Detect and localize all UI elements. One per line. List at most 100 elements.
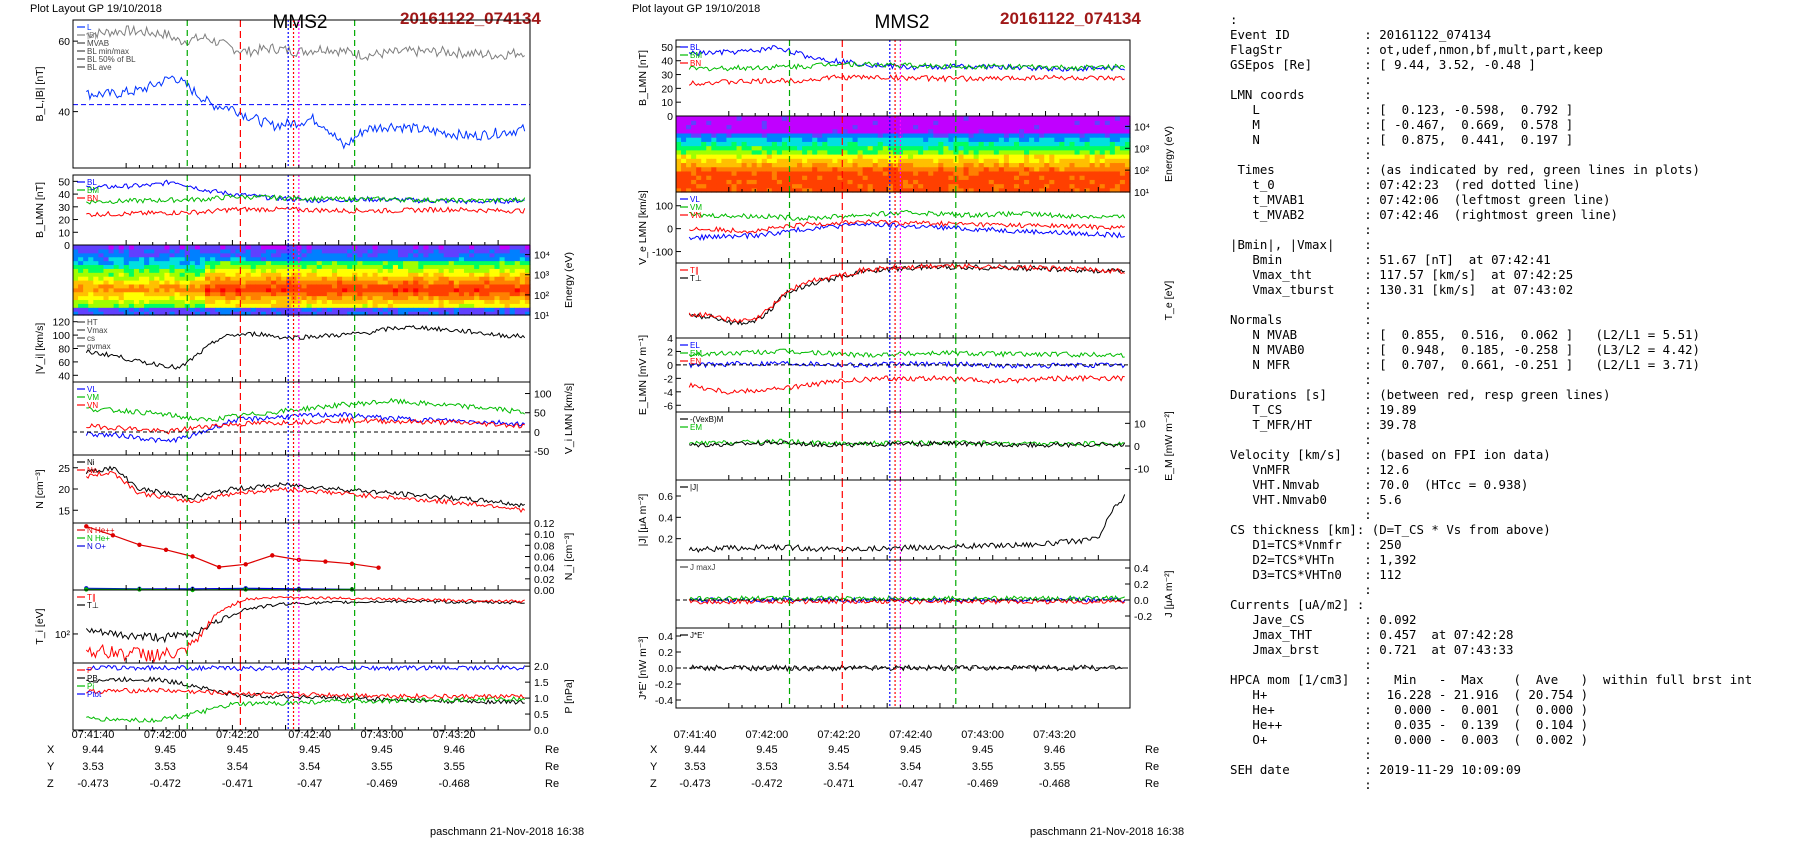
spectrogram-cell — [802, 141, 808, 147]
spectrogram-cell — [1119, 154, 1126, 159]
pos-unit: Re — [545, 761, 559, 773]
spectrogram-cell — [1008, 149, 1015, 155]
spectrogram-cell — [1104, 120, 1111, 126]
spectrogram-cell — [225, 291, 232, 297]
spectrogram-cell — [1104, 149, 1111, 155]
spectrogram-cell — [958, 141, 965, 147]
spectrogram-cell — [1079, 124, 1086, 130]
spectrogram-cell — [418, 256, 424, 262]
series-line — [85, 470, 526, 514]
spectrogram-cell — [812, 132, 818, 138]
spectrogram-cell — [862, 124, 869, 130]
spectrogram-cell — [948, 145, 955, 151]
spectrogram-cell — [1069, 137, 1076, 142]
spectrogram-cell — [741, 128, 748, 134]
spectrogram-cell — [716, 187, 722, 193]
spectrogram-cell — [903, 179, 909, 185]
spectrogram-cell — [1034, 120, 1040, 126]
spectrogram-cell — [453, 272, 460, 277]
spectrogram-cell — [413, 299, 419, 304]
spectrogram-cell — [938, 166, 944, 172]
y-tick-label: 10³ — [1134, 143, 1150, 155]
spectrogram-cell — [731, 149, 738, 155]
spectrogram-cell — [908, 154, 914, 159]
spectrogram-cell — [827, 137, 833, 142]
spectrogram-cell — [331, 291, 338, 297]
spectrogram-cell — [438, 272, 445, 277]
spectrogram-cell — [377, 268, 384, 273]
spectrogram-cell — [494, 252, 501, 258]
spectrogram-cell — [1024, 137, 1030, 142]
info-line: Bmin : 51.67 [nT] at 07:42:41 — [1230, 252, 1551, 267]
spectrogram-cell — [159, 291, 165, 297]
spectrogram-cell — [428, 272, 435, 277]
y-tick-label: 10¹ — [534, 310, 550, 322]
spectrogram-cell — [255, 252, 262, 258]
spectrogram-cell — [892, 162, 899, 168]
spectrogram-cell — [499, 299, 506, 304]
info-line: Event ID : 20161122_074134 — [1230, 27, 1492, 42]
y-axis-label: T_i [eV] — [34, 608, 46, 644]
spectrogram-cell — [321, 307, 328, 312]
spectrogram-cell — [998, 132, 1005, 138]
spectrogram-cell — [98, 311, 105, 316]
spectrogram-cell — [938, 145, 944, 151]
spectrogram-cell — [1059, 128, 1066, 134]
spectrogram-cell — [842, 179, 849, 185]
spectrogram-cell — [923, 170, 929, 176]
spectrogram-cell — [887, 116, 894, 121]
spectrogram-cell — [792, 128, 798, 134]
series-line — [688, 348, 1125, 359]
info-line: He++ : 0.035 - 0.139 ( 0.104 ) — [1230, 717, 1589, 732]
pos-value: 9.45 — [371, 744, 392, 756]
panel-frame — [72, 19, 531, 169]
spectrogram-cell — [771, 175, 778, 180]
spectrogram-cell — [691, 137, 697, 142]
spectrogram-cell — [321, 248, 328, 254]
spectrogram-cell — [484, 283, 490, 289]
spectrogram-cell — [711, 158, 717, 164]
spectrogram-cell — [265, 307, 272, 312]
spectrogram-cell — [357, 245, 364, 250]
spectrogram-cell — [933, 183, 939, 189]
spectrogram-cell — [169, 291, 176, 297]
spectrogram-cell — [1064, 137, 1071, 142]
spectrogram-cell — [123, 303, 130, 308]
spectrogram-cell — [1099, 166, 1106, 172]
legend-label: |J| — [690, 483, 698, 492]
spectrogram-cell — [265, 287, 272, 293]
spectrogram-cell — [1109, 179, 1116, 185]
y-tick-label: 50 — [661, 42, 673, 54]
spectrogram-cell — [113, 264, 120, 269]
spectrogram-cell — [1099, 170, 1106, 176]
spectrogram-cell — [983, 120, 990, 126]
spectrogram-cell — [872, 162, 879, 168]
y-tick-label: 60 — [58, 357, 70, 369]
spectrogram-cell — [78, 311, 84, 316]
spectrogram-cell — [842, 149, 849, 155]
spectrogram-cell — [225, 256, 232, 262]
spectrogram-cell — [953, 149, 960, 155]
spectrogram-cell — [265, 291, 272, 297]
spectrogram-cell — [78, 272, 84, 277]
spectrogram-cell — [1013, 128, 1020, 134]
spectrogram-cell — [802, 158, 808, 164]
spectrogram-cell — [726, 145, 733, 151]
spectrogram-cell — [716, 183, 722, 189]
spectrogram-cell — [260, 295, 267, 301]
event-label: 20161122_074134 — [1000, 9, 1141, 28]
spectrogram-cell — [215, 299, 221, 304]
spectrogram-cell — [1119, 175, 1126, 180]
spectrogram-cell — [245, 256, 252, 262]
spectrogram-cell — [681, 145, 687, 151]
spectrogram-cell — [706, 132, 712, 138]
y-tick-label: 10² — [1134, 165, 1150, 177]
spectrogram-cell — [832, 162, 839, 168]
spectrogram-cell — [1099, 132, 1106, 138]
spectrogram-cell — [392, 291, 399, 297]
spectrogram-cell — [1044, 154, 1050, 159]
spectrogram-cell — [509, 283, 516, 289]
spectrogram-cell — [867, 124, 874, 130]
spectrogram-cell — [514, 268, 521, 273]
